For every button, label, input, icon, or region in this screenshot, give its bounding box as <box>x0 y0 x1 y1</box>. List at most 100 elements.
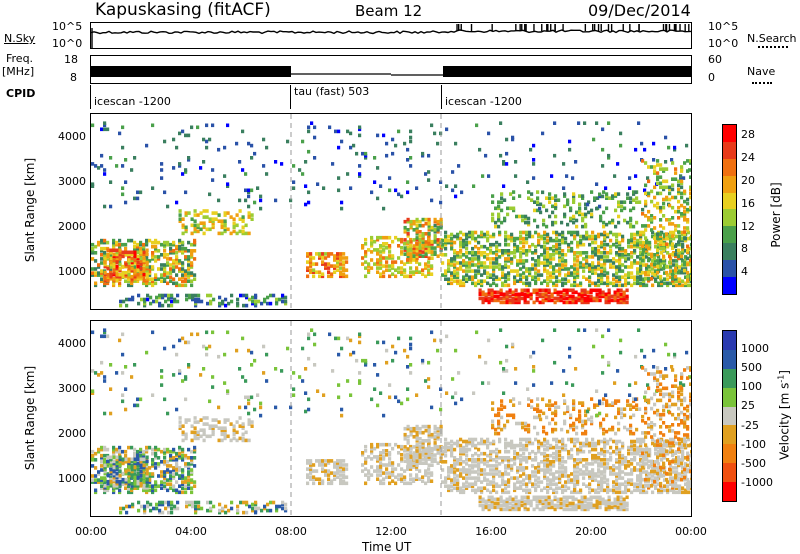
velocity-cell <box>312 481 316 486</box>
power-cell <box>613 296 617 301</box>
power-cell <box>594 265 598 269</box>
velocity-cell <box>118 463 122 468</box>
power-cell <box>379 266 383 270</box>
power-cell <box>505 296 509 301</box>
velocity-cell <box>169 464 173 468</box>
velocity-cell <box>603 443 607 448</box>
velocity-cell <box>238 424 242 428</box>
power-cell <box>516 259 520 263</box>
power-cell <box>621 253 625 257</box>
power-cell <box>124 262 128 267</box>
power-cell <box>598 194 602 199</box>
power-cell <box>680 181 684 186</box>
velocity-cell <box>537 484 541 488</box>
velocity-cell <box>109 484 113 488</box>
power-cell <box>641 212 645 216</box>
power-cell <box>671 177 675 181</box>
power-cell <box>618 240 622 245</box>
power-cell <box>669 271 673 275</box>
power-cell <box>217 219 221 223</box>
velocity-cell <box>591 462 595 466</box>
velocity-cell <box>148 484 152 488</box>
power-cell <box>127 258 131 263</box>
power-cell <box>236 301 240 306</box>
power-cell <box>690 242 691 247</box>
power-cell <box>391 266 395 270</box>
power-cell <box>657 244 661 249</box>
power-cell <box>427 260 431 264</box>
velocity-cell <box>519 447 523 452</box>
power-cell <box>571 298 575 303</box>
power-cell <box>524 214 528 219</box>
power-cell <box>686 250 690 255</box>
velocity-cell <box>421 439 425 443</box>
velocity-cell <box>444 445 448 450</box>
power-cell <box>415 238 419 242</box>
power-cell <box>665 264 669 269</box>
velocity-cell <box>409 432 413 437</box>
velocity-cell <box>176 506 180 511</box>
power-cell <box>647 216 651 220</box>
power-cell <box>538 292 542 297</box>
velocity-cell <box>145 464 149 468</box>
velocity-cell <box>324 469 328 473</box>
power-cell <box>403 252 407 256</box>
power-cell <box>301 172 305 176</box>
power-cell <box>519 267 523 271</box>
power-cell <box>450 246 454 251</box>
power-cell <box>555 238 559 243</box>
power-cell <box>618 232 622 237</box>
power-cell <box>223 174 227 178</box>
velocity-cell <box>151 451 155 456</box>
velocity-cell <box>501 488 505 493</box>
velocity-cell <box>118 490 122 495</box>
power-cell <box>615 279 619 283</box>
power-cell <box>563 212 567 217</box>
power-cell <box>184 273 188 277</box>
velocity-cell <box>166 447 170 452</box>
velocity-cell <box>456 443 460 448</box>
velocity-cell <box>202 416 206 420</box>
power-cell <box>681 238 685 243</box>
power-cell <box>178 277 182 281</box>
velocity-cell <box>492 458 496 462</box>
power-cell <box>659 218 663 222</box>
power-cell <box>627 240 631 245</box>
power-cell <box>409 237 413 242</box>
velocity-cell <box>190 424 194 428</box>
power-cell <box>552 265 556 269</box>
power-cell <box>600 255 604 259</box>
velocity-cell <box>549 486 553 490</box>
velocity-cell <box>543 468 547 472</box>
velocity-cell <box>549 460 553 464</box>
power-cell <box>447 277 451 281</box>
power-cell <box>637 121 641 125</box>
power-cell <box>548 200 552 204</box>
velocity-cell <box>453 478 457 482</box>
power-cell <box>563 214 567 219</box>
power-cell <box>569 208 573 213</box>
power-cell <box>490 292 494 297</box>
power-cell <box>415 230 419 234</box>
velocity-cell <box>118 459 122 464</box>
power-cell <box>549 236 553 241</box>
velocity-cell <box>591 470 595 474</box>
velocity-cell <box>516 486 520 490</box>
power-cell <box>492 265 496 269</box>
power-cell <box>94 164 98 168</box>
power-cell <box>609 230 613 235</box>
power-cell <box>553 290 557 295</box>
power-cell <box>284 299 288 304</box>
power-cell <box>508 288 512 293</box>
power-cell <box>636 277 640 281</box>
power-cell <box>166 275 170 279</box>
power-cell <box>632 198 636 202</box>
power-cell <box>172 259 176 263</box>
power-cell <box>433 230 437 234</box>
power-cell <box>612 232 616 237</box>
power-cell <box>127 274 131 279</box>
velocity-cell <box>522 443 526 448</box>
velocity-cell <box>187 418 191 422</box>
power-cell <box>636 261 640 265</box>
freq-panel <box>90 55 692 84</box>
